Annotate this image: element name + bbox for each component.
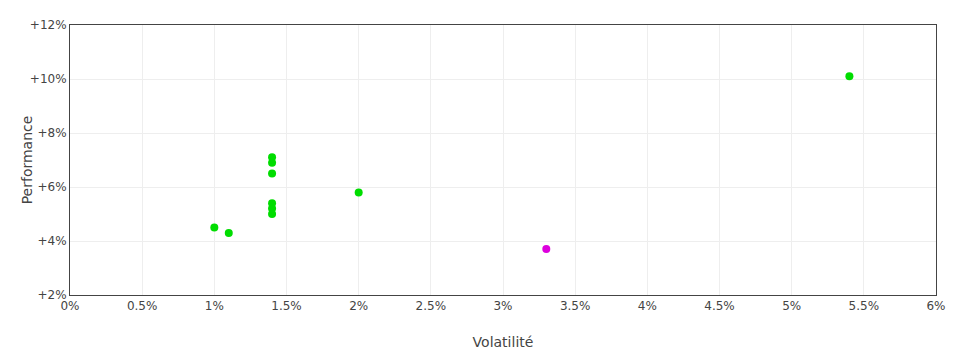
svg-text:+2%: +2% — [38, 288, 67, 302]
svg-text:5.5%: 5.5% — [849, 299, 880, 313]
svg-text:+8%: +8% — [38, 126, 67, 140]
svg-text:1.5%: 1.5% — [271, 299, 302, 313]
svg-text:4%: 4% — [638, 299, 657, 313]
svg-text:2%: 2% — [349, 299, 368, 313]
svg-text:+12%: +12% — [30, 18, 67, 32]
svg-text:+6%: +6% — [38, 180, 67, 194]
svg-text:2.5%: 2.5% — [416, 299, 447, 313]
svg-text:4.5%: 4.5% — [704, 299, 735, 313]
svg-text:3%: 3% — [493, 299, 512, 313]
svg-text:0%: 0% — [60, 299, 79, 313]
svg-text:+4%: +4% — [38, 234, 67, 248]
svg-text:+10%: +10% — [30, 72, 67, 86]
svg-text:1%: 1% — [205, 299, 224, 313]
svg-text:Performance: Performance — [19, 116, 35, 205]
svg-text:Volatilité: Volatilité — [473, 334, 534, 350]
svg-text:5%: 5% — [782, 299, 801, 313]
svg-text:3.5%: 3.5% — [560, 299, 591, 313]
svg-text:6%: 6% — [926, 299, 945, 313]
svg-text:0.5%: 0.5% — [127, 299, 158, 313]
